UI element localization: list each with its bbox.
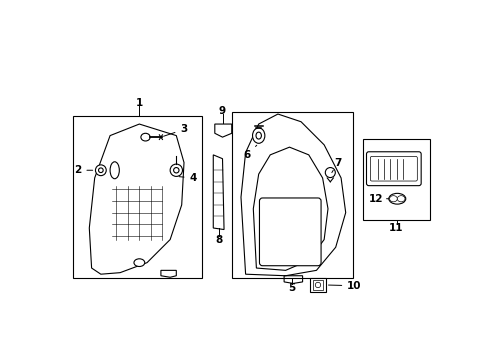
- Bar: [362, 139, 429, 220]
- Text: 6: 6: [243, 145, 256, 160]
- Ellipse shape: [389, 195, 396, 202]
- FancyBboxPatch shape: [369, 156, 416, 181]
- Ellipse shape: [325, 167, 335, 177]
- Bar: [312, 280, 323, 289]
- Text: 3: 3: [163, 125, 187, 136]
- Ellipse shape: [256, 132, 261, 139]
- Ellipse shape: [134, 259, 144, 266]
- Ellipse shape: [173, 167, 179, 173]
- FancyBboxPatch shape: [259, 198, 321, 266]
- Ellipse shape: [315, 282, 320, 288]
- Ellipse shape: [99, 168, 103, 172]
- Ellipse shape: [388, 193, 405, 204]
- Ellipse shape: [396, 195, 404, 202]
- Ellipse shape: [252, 128, 264, 143]
- Text: 10: 10: [328, 281, 361, 291]
- Text: 4: 4: [179, 173, 197, 183]
- FancyBboxPatch shape: [366, 152, 420, 186]
- Bar: [310, 278, 325, 292]
- Text: 1: 1: [136, 98, 142, 108]
- Text: 2: 2: [74, 165, 93, 175]
- Ellipse shape: [141, 133, 150, 141]
- Text: 8: 8: [215, 235, 222, 244]
- Text: 12: 12: [368, 194, 388, 204]
- Ellipse shape: [95, 165, 106, 176]
- Text: 5: 5: [287, 283, 295, 293]
- Bar: [231, 112, 353, 278]
- Bar: [73, 116, 202, 278]
- Text: 7: 7: [331, 158, 341, 172]
- Ellipse shape: [170, 164, 182, 176]
- Ellipse shape: [110, 162, 119, 179]
- Text: 9: 9: [219, 106, 225, 116]
- Text: 11: 11: [388, 223, 403, 233]
